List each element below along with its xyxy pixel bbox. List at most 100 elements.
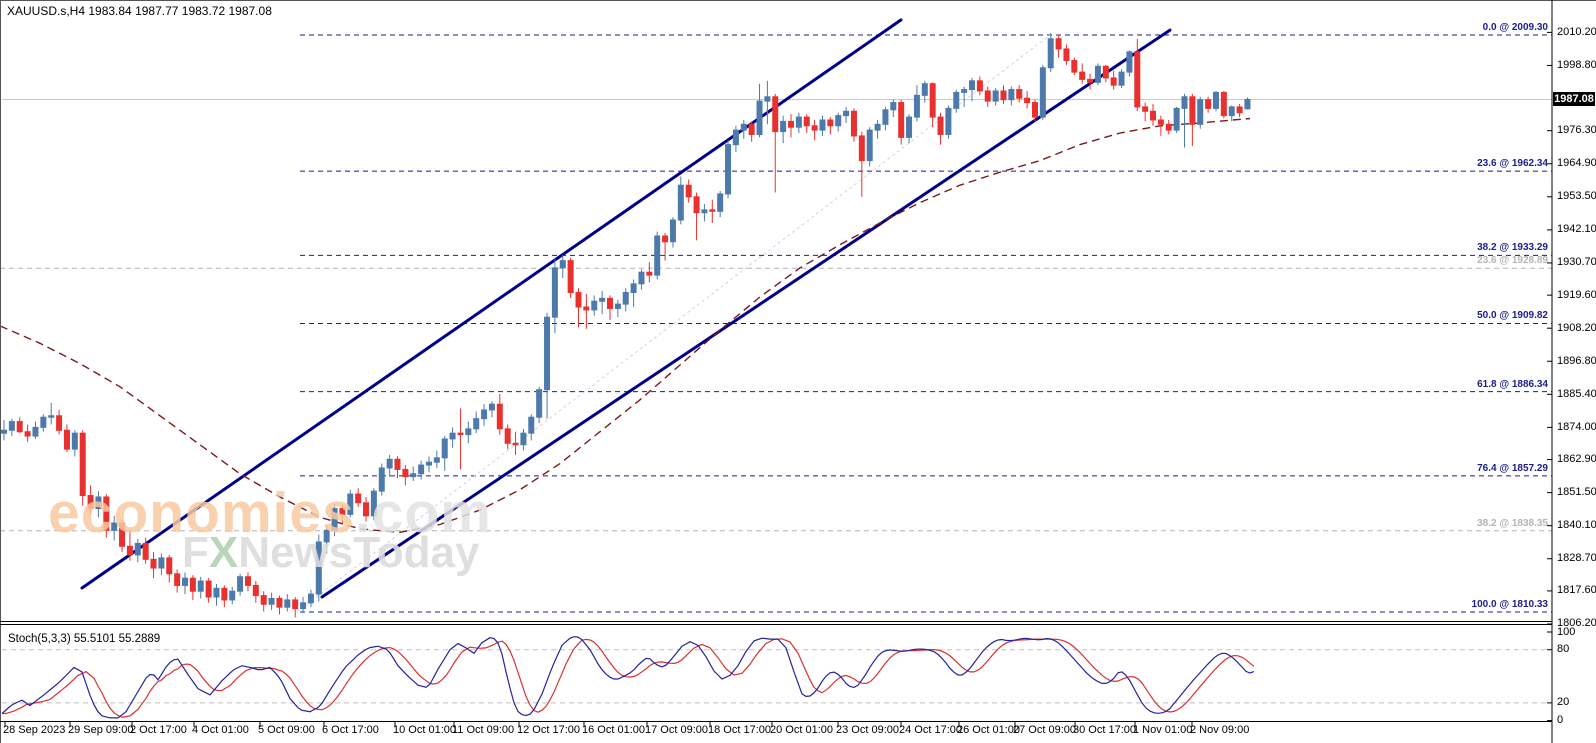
candle-bull bbox=[992, 90, 999, 102]
candle-bull bbox=[449, 432, 456, 440]
candle-bear bbox=[142, 542, 149, 560]
candle-bear bbox=[1205, 99, 1212, 109]
time-axis-label: 5 Oct 09:00 bbox=[258, 724, 315, 736]
candle-bear bbox=[221, 587, 228, 601]
candle-bear bbox=[166, 557, 173, 575]
candle-bull bbox=[473, 418, 480, 430]
candle-bear bbox=[788, 120, 794, 128]
candle-bull bbox=[528, 416, 535, 434]
time-axis-label: 11 Oct 09:00 bbox=[452, 724, 515, 736]
candle-bull bbox=[268, 597, 275, 605]
stoch-axis-label: 80 bbox=[1557, 643, 1570, 656]
fib-level-label: 76.4 @ 1857.29 bbox=[1477, 462, 1548, 474]
candle-bear bbox=[646, 271, 653, 276]
watermark-brand: economies.com bbox=[48, 481, 492, 545]
candle-bull bbox=[1228, 106, 1235, 117]
price-axis-label: 1908.20 bbox=[1557, 321, 1596, 334]
watermark-line2: FXNewsToday bbox=[182, 528, 480, 577]
candle-bear bbox=[276, 597, 283, 608]
candle-bear bbox=[1063, 48, 1070, 62]
candle-bear bbox=[1000, 90, 1007, 101]
candle-bear bbox=[24, 431, 31, 437]
candle-bull bbox=[315, 541, 322, 595]
candle-bear bbox=[772, 96, 779, 133]
candle-bear bbox=[748, 123, 755, 135]
price-axis-label: 1896.80 bbox=[1557, 354, 1596, 367]
candle-bull bbox=[701, 209, 708, 214]
fib-level-label: 23.6 @ 1928.89 bbox=[1477, 255, 1548, 267]
watermark-brand-suffix: .com bbox=[354, 481, 492, 545]
candle-bull bbox=[843, 110, 850, 117]
price-axis-label: 1930.70 bbox=[1557, 256, 1596, 269]
candle-bear bbox=[1102, 65, 1109, 79]
candle-bull bbox=[536, 389, 543, 418]
candle-bear bbox=[937, 116, 944, 135]
fib-level-label: 38.2 @ 1933.29 bbox=[1477, 242, 1548, 254]
watermark-x-glyph: X bbox=[208, 528, 239, 577]
fib-level-label: 0.0 @ 2009.30 bbox=[1482, 22, 1548, 33]
candle-bull bbox=[622, 292, 629, 305]
time-axis-label: 6 Oct 17:00 bbox=[322, 724, 379, 736]
candle-bear bbox=[693, 196, 700, 214]
candle-bull bbox=[1126, 51, 1133, 73]
candle-bull bbox=[213, 587, 220, 598]
candle-bull bbox=[882, 109, 889, 125]
candle-bull bbox=[347, 493, 354, 515]
candle-bear bbox=[63, 429, 70, 450]
candle-bull bbox=[370, 490, 377, 517]
candle-bear bbox=[126, 545, 133, 556]
candle-bear bbox=[1150, 110, 1157, 121]
candle-bear bbox=[56, 415, 63, 431]
candle-bull bbox=[544, 316, 551, 391]
fib-level-label: 38.2 @ 1838.35 bbox=[1477, 517, 1548, 529]
candle-bull bbox=[654, 235, 661, 276]
candle-bear bbox=[363, 502, 370, 517]
candle-bull bbox=[921, 83, 928, 96]
candle-bear bbox=[583, 306, 590, 311]
candle-bear bbox=[1157, 119, 1164, 125]
candle-bull bbox=[913, 94, 920, 118]
fib-connector-line bbox=[296, 34, 1051, 613]
fib-level-label: 23.6 @ 1962.34 bbox=[1477, 158, 1548, 170]
candle-bear bbox=[1024, 97, 1031, 104]
candle-bull bbox=[599, 297, 606, 302]
time-axis-label: 29 Sep 09:00 bbox=[68, 724, 134, 736]
price-axis-label: 2010.20 bbox=[1557, 25, 1596, 38]
candle-bull bbox=[717, 193, 724, 212]
price-axis-label: 1885.40 bbox=[1557, 387, 1596, 400]
candle-bear bbox=[150, 558, 157, 569]
time-axis-label: 16 Oct 01:00 bbox=[582, 724, 645, 736]
candle-bull bbox=[906, 116, 913, 138]
time-axis-label: 17 Oct 09:00 bbox=[645, 724, 708, 736]
candle-bull bbox=[465, 428, 472, 436]
candle-bear bbox=[16, 421, 23, 433]
candle-bear bbox=[1087, 78, 1094, 83]
candle-bull bbox=[1173, 107, 1180, 131]
time-axis-label: 30 Oct 17:00 bbox=[1073, 724, 1136, 736]
candle-bull bbox=[1094, 65, 1101, 83]
candle-bear bbox=[1142, 106, 1149, 112]
candle-bull bbox=[410, 473, 417, 478]
candle-bull bbox=[890, 102, 897, 111]
time-axis-label: 10 Oct 01:00 bbox=[393, 724, 456, 736]
candle-bear bbox=[512, 442, 519, 446]
candle-bull bbox=[669, 219, 676, 243]
candle-bull bbox=[48, 415, 55, 418]
candle-bull bbox=[441, 438, 448, 459]
candle-bear bbox=[252, 584, 259, 597]
candle-bull bbox=[614, 303, 621, 309]
candle-bear bbox=[103, 496, 110, 531]
price-axis-label: 1840.10 bbox=[1557, 519, 1596, 532]
price-axis-label: 1919.60 bbox=[1557, 288, 1596, 301]
candle-bull bbox=[111, 522, 118, 531]
candle-bear bbox=[898, 102, 905, 138]
stoch-axis-label: 20 bbox=[1557, 696, 1570, 709]
candle-bear bbox=[1071, 60, 1078, 73]
chart-title: XAUUSD.s,H4 1983.84 1987.77 1983.72 1987… bbox=[7, 4, 272, 18]
candle-bull bbox=[95, 496, 102, 510]
candle-bull bbox=[725, 144, 732, 195]
candle-bull bbox=[1118, 71, 1125, 86]
candle-bull bbox=[953, 91, 960, 109]
